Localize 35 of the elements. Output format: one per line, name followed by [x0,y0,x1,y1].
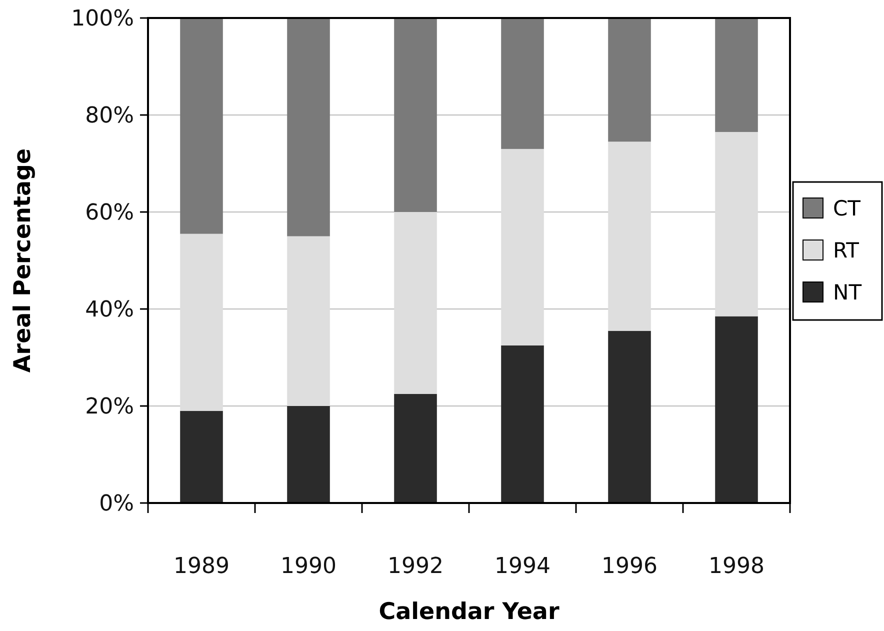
bar [608,142,651,331]
y-tick-label: 60% [85,200,134,226]
bar [394,212,437,394]
y-tick-label: 80% [85,104,134,129]
bar [287,18,330,236]
bar [501,18,544,149]
legend-label: RT [833,238,860,262]
bar [715,132,758,316]
bar [715,316,758,503]
y-axis-title: Areal Percentage [10,148,36,373]
x-tick-label: 1994 [494,554,550,579]
legend-label: CT [833,196,861,220]
bar [608,330,651,503]
x-tick-label: 1996 [602,554,658,579]
bar [394,18,437,212]
x-tick-label: 1989 [174,554,230,579]
y-tick-label: 0% [99,492,134,517]
x-tick-label: 1992 [388,554,444,579]
bar [394,394,437,503]
x-tick-label: 1990 [280,554,336,579]
bar [501,345,544,503]
bar [180,234,223,411]
bar [287,406,330,503]
bar [501,148,544,346]
y-tick-label: 100% [71,6,134,32]
y-tick-label: 20% [85,394,134,420]
x-axis-title: Calendar Year [378,599,560,625]
bar [180,410,223,503]
x-tick-label: 1998 [708,554,764,579]
bar [287,236,330,406]
bar [180,18,223,234]
legend-label: NT [833,280,862,304]
y-tick-label: 40% [85,298,134,323]
bar [608,18,651,142]
bar [715,18,758,132]
